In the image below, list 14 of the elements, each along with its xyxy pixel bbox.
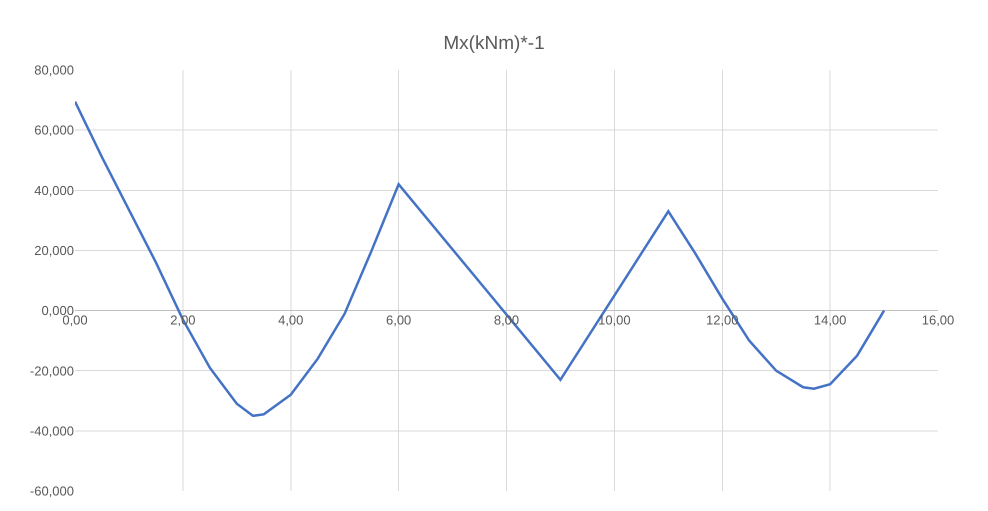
x-tick-label: 16,00 — [922, 312, 954, 328]
y-tick-label: -60,000 — [30, 484, 74, 499]
y-tick-label: 40,000 — [34, 182, 74, 198]
chart-title: Mx(kNm)*-1 — [443, 33, 545, 54]
x-tick-label: 10,00 — [598, 312, 631, 328]
y-tick-label: -40,000 — [30, 423, 74, 438]
y-tick-label: 20,000 — [34, 242, 74, 258]
x-tick-label: 4,00 — [278, 312, 304, 328]
y-tick-label: 60,000 — [34, 122, 74, 138]
y-tick-label: -20,000 — [30, 363, 74, 378]
y-tick-label: 0,000 — [41, 303, 74, 318]
y-tick-label: 80,000 — [34, 62, 74, 78]
x-tick-label: 6,00 — [386, 312, 412, 328]
x-tick-label: 14,00 — [814, 312, 846, 328]
